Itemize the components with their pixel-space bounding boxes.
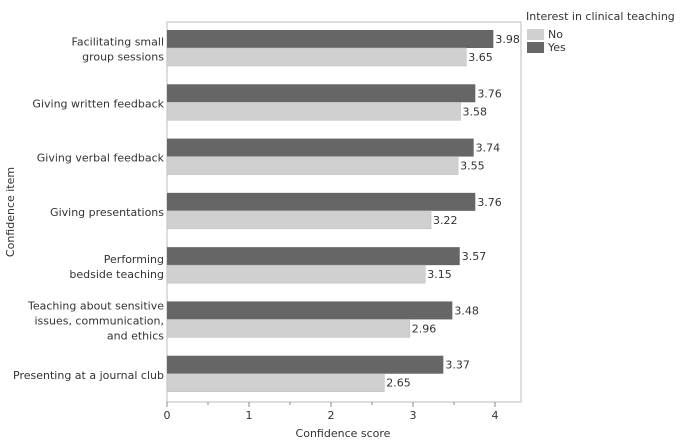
bar-yes-6 xyxy=(167,355,444,374)
category-label-0: Facilitating small group sessions xyxy=(72,36,165,64)
value-label-yes-5: 3.48 xyxy=(454,304,479,317)
bar-no-4 xyxy=(166,264,426,284)
value-label-yes-2: 3.74 xyxy=(476,142,501,155)
bar-no-0 xyxy=(166,47,467,67)
category-label-5: Teaching about sensitive issues, communic… xyxy=(27,300,164,343)
bar-yes-5 xyxy=(167,301,453,320)
legend-swatch-no xyxy=(527,29,544,40)
legend-swatch-yes xyxy=(527,42,544,53)
x-tick-label-0: 0 xyxy=(164,409,171,422)
x-tick-label-1: 1 xyxy=(246,409,253,422)
legend-title: Interest in clinical teaching xyxy=(526,10,675,23)
bar-no-3 xyxy=(166,210,432,230)
x-axis-title: Confidence score xyxy=(296,427,391,440)
x-tick-label-3: 3 xyxy=(410,409,417,422)
category-label-2: Giving verbal feedback xyxy=(37,152,165,165)
value-label-no-0: 3.65 xyxy=(468,51,493,64)
value-label-yes-4: 3.57 xyxy=(462,250,487,263)
bar-yes-4 xyxy=(167,247,460,266)
bars-layer xyxy=(166,30,494,392)
y-axis-title: Confidence item xyxy=(4,167,17,257)
value-labels-layer: 3.983.65 3.76 3.58 3.74 3.55 3.76 3.22 3.57 3.15… xyxy=(386,33,520,390)
bar-yes-3 xyxy=(167,192,476,211)
bar-yes-0 xyxy=(167,30,494,48)
value-label-no-4: 3.15 xyxy=(427,268,452,281)
bar-yes-1 xyxy=(167,84,476,103)
x-tick-label-2: 2 xyxy=(328,409,335,422)
value-label-no-5: 2.96 xyxy=(412,322,437,335)
value-label-no-3: 3.22 xyxy=(433,214,458,227)
value-label-no-2: 3.55 xyxy=(460,160,485,173)
category-label-3: Giving presentations xyxy=(50,206,164,219)
value-label-yes-3: 3.76 xyxy=(477,196,502,209)
bar-no-6 xyxy=(166,373,385,392)
bar-no-5 xyxy=(166,319,410,338)
legend-label-no: No xyxy=(548,28,563,41)
value-label-no-1: 3.58 xyxy=(463,105,488,118)
bar-no-1 xyxy=(166,102,461,121)
x-tick-label-4: 4 xyxy=(492,409,499,422)
value-label-yes-1: 3.76 xyxy=(477,87,502,100)
category-label-1: Giving written feedback xyxy=(32,97,164,110)
legend-label-yes: Yes xyxy=(547,41,566,54)
category-labels-layer: Facilitating small group sessions Giving w… xyxy=(13,36,165,382)
bar-no-2 xyxy=(166,156,459,175)
value-label-no-6: 2.65 xyxy=(386,377,411,390)
value-label-yes-0: 3.98 xyxy=(495,33,520,46)
category-label-4: Performing bedside teaching xyxy=(69,253,164,281)
x-axis: 0 1 2 3 4 xyxy=(164,402,499,422)
bar-yes-2 xyxy=(167,138,474,157)
category-label-6: Presenting at a journal club xyxy=(13,369,164,382)
value-label-yes-6: 3.37 xyxy=(445,359,470,372)
